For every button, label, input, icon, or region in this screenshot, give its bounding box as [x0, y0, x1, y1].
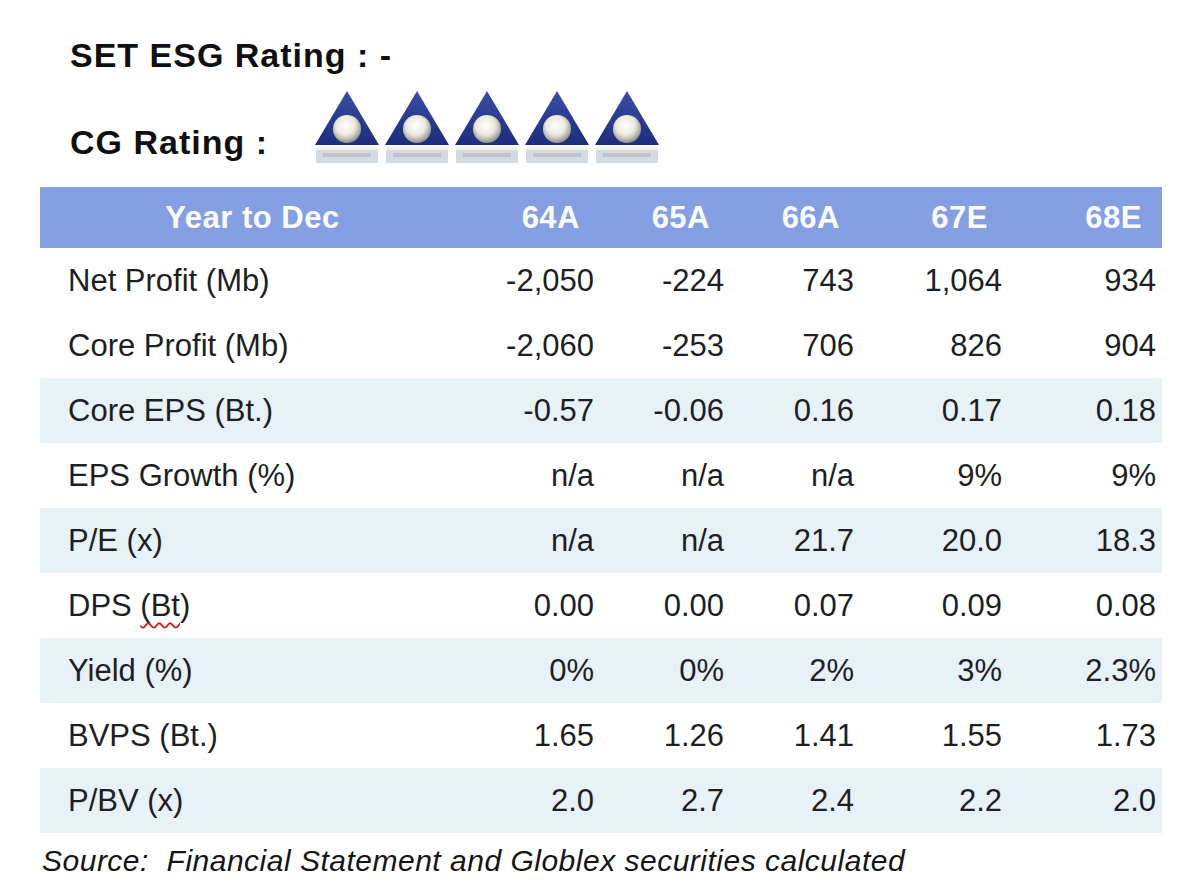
row-label: Net Profit (Mb) — [40, 248, 465, 313]
table-row-eps-growth: EPS Growth (%) n/a n/a n/a 9% 9% — [40, 443, 1162, 508]
cell-value: 1.55 — [860, 703, 1008, 768]
table-header: Year to Dec 64A 65A 66A 67E 68E — [40, 187, 1162, 248]
cell-value: 2.0 — [465, 768, 600, 833]
column-header-65a: 65A — [600, 187, 730, 248]
cell-value: n/a — [730, 443, 860, 508]
cell-value: n/a — [600, 508, 730, 573]
row-label: BVPS (Bt.) — [40, 703, 465, 768]
cell-value: 743 — [730, 248, 860, 313]
cell-value: n/a — [465, 508, 600, 573]
cell-value: 20.0 — [860, 508, 1008, 573]
column-header-66a: 66A — [730, 187, 860, 248]
cg-rating-icons — [314, 90, 660, 164]
cg-rating-triangle-icon — [454, 90, 520, 164]
cell-value: 826 — [860, 313, 1008, 378]
cell-value: -253 — [600, 313, 730, 378]
row-label: P/BV (x) — [40, 768, 465, 833]
row-label: EPS Growth (%) — [40, 443, 465, 508]
column-header-64a: 64A — [465, 187, 600, 248]
cell-value: -0.57 — [465, 378, 600, 443]
cell-value: 2.7 — [600, 768, 730, 833]
table-row-bvps: BVPS (Bt.) 1.65 1.26 1.41 1.55 1.73 — [40, 703, 1162, 768]
cell-value: -2,050 — [465, 248, 600, 313]
cell-value: 0.16 — [730, 378, 860, 443]
row-label-text: ) — [180, 588, 190, 623]
header-row: Year to Dec 64A 65A 66A 67E 68E — [40, 187, 1162, 248]
cell-value: 2.2 — [860, 768, 1008, 833]
cell-value: 18.3 — [1008, 508, 1162, 573]
cell-value: 0.09 — [860, 573, 1008, 638]
cell-value: 21.7 — [730, 508, 860, 573]
cell-value: 1.73 — [1008, 703, 1162, 768]
row-label: Core Profit (Mb) — [40, 313, 465, 378]
cell-value: 1.41 — [730, 703, 860, 768]
table-row-pe: P/E (x) n/a n/a 21.7 20.0 18.3 — [40, 508, 1162, 573]
cg-rating-triangle-icon — [314, 90, 380, 164]
cell-value: 0% — [600, 638, 730, 703]
spellcheck-squiggle-text: (Bt — [140, 588, 180, 623]
row-label: DPS (Bt) — [40, 573, 465, 638]
cell-value: 2% — [730, 638, 860, 703]
cell-value: 9% — [860, 443, 1008, 508]
cell-value: 1,064 — [860, 248, 1008, 313]
cell-value: -224 — [600, 248, 730, 313]
cell-value: 0.00 — [465, 573, 600, 638]
table-row-net-profit: Net Profit (Mb) -2,050 -224 743 1,064 93… — [40, 248, 1162, 313]
cell-value: 934 — [1008, 248, 1162, 313]
cell-value: 3% — [860, 638, 1008, 703]
cg-rating-line: CG Rating : — [70, 90, 660, 164]
cell-value: -2,060 — [465, 313, 600, 378]
cell-value: 0.17 — [860, 378, 1008, 443]
cell-value: 9% — [1008, 443, 1162, 508]
cg-rating-triangle-icon — [384, 90, 450, 164]
cell-value: 2.4 — [730, 768, 860, 833]
table-row-yield: Yield (%) 0% 0% 2% 3% 2.3% — [40, 638, 1162, 703]
source-note: Source: Financial Statement and Globlex … — [42, 844, 905, 878]
column-header-year-to-dec: Year to Dec — [40, 187, 465, 248]
cg-rating-triangle-icon — [594, 90, 660, 164]
cg-rating-triangle-icon — [524, 90, 590, 164]
cell-value: 2.3% — [1008, 638, 1162, 703]
set-esg-rating-line: SET ESG Rating : - — [70, 36, 392, 75]
column-header-68e: 68E — [1008, 187, 1162, 248]
cg-rating-label: CG Rating : — [70, 123, 268, 164]
financial-summary-table: Year to Dec 64A 65A 66A 67E 68E Net Prof… — [40, 187, 1162, 833]
cell-value: 0% — [465, 638, 600, 703]
cell-value: 0.08 — [1008, 573, 1162, 638]
row-label-text: DPS — [68, 588, 140, 623]
cell-value: n/a — [600, 443, 730, 508]
row-label: Core EPS (Bt.) — [40, 378, 465, 443]
table-row-dps: DPS (Bt) 0.00 0.00 0.07 0.09 0.08 — [40, 573, 1162, 638]
table-row-core-eps: Core EPS (Bt.) -0.57 -0.06 0.16 0.17 0.1… — [40, 378, 1162, 443]
cell-value: n/a — [465, 443, 600, 508]
cell-value: -0.06 — [600, 378, 730, 443]
row-label: P/E (x) — [40, 508, 465, 573]
table-row-pbv: P/BV (x) 2.0 2.7 2.4 2.2 2.0 — [40, 768, 1162, 833]
cell-value: 0.18 — [1008, 378, 1162, 443]
cell-value: 1.26 — [600, 703, 730, 768]
column-header-67e: 67E — [860, 187, 1008, 248]
cell-value: 2.0 — [1008, 768, 1162, 833]
table-row-core-profit: Core Profit (Mb) -2,060 -253 706 826 904 — [40, 313, 1162, 378]
cell-value: 1.65 — [465, 703, 600, 768]
cell-value: 904 — [1008, 313, 1162, 378]
cell-value: 706 — [730, 313, 860, 378]
row-label: Yield (%) — [40, 638, 465, 703]
cell-value: 0.00 — [600, 573, 730, 638]
cell-value: 0.07 — [730, 573, 860, 638]
